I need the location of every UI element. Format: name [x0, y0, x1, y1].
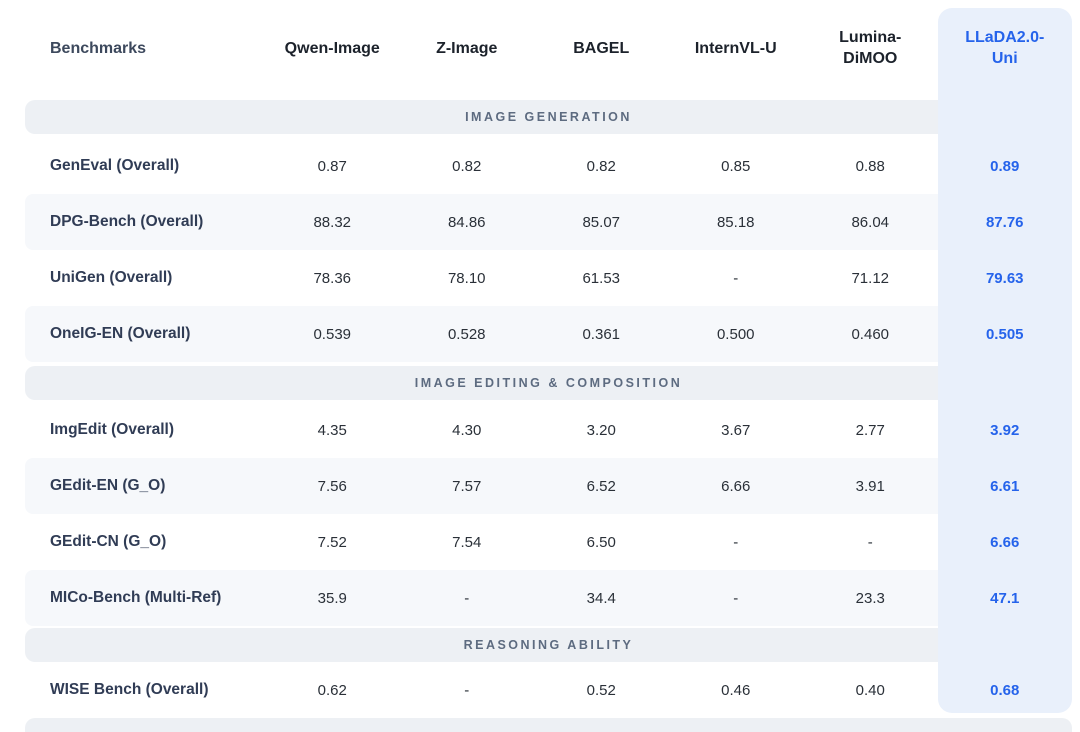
table-row-oneig-en: OneIG-EN (Overall) 0.539 0.528 0.361 0.5…: [25, 306, 1072, 362]
highlighted-metric-value: 0.89: [990, 157, 1020, 175]
metric-value: 4.30: [452, 421, 482, 439]
metric-value: 78.36: [313, 269, 352, 287]
metric-value: 23.3: [855, 589, 885, 607]
highlighted-metric-value: 0.505: [985, 325, 1024, 343]
metric-value: 0.40: [855, 681, 885, 699]
metric-value: 0.528: [447, 325, 486, 343]
highlighted-metric-value: 79.63: [985, 269, 1024, 287]
metric-value: 84.86: [447, 213, 486, 231]
benchmark-name: GenEval (Overall): [50, 157, 180, 174]
metric-value: 6.52: [586, 477, 616, 495]
benchmark-name: MICo-Bench (Multi-Ref): [50, 589, 222, 606]
metric-value: 6.50: [586, 533, 616, 551]
table-row-mico-bench: MICo-Bench (Multi-Ref) 35.9 - 34.4 - 23.…: [25, 570, 1072, 626]
column-header-label: Lumina-DiMOO: [839, 29, 902, 67]
highlighted-metric-value: 87.76: [985, 213, 1024, 231]
metric-value: 0.88: [855, 157, 885, 175]
benchmark-table: Benchmarks Qwen-Image Z-Image BAGEL Inte…: [25, 0, 1072, 732]
section-band-image-editing: IMAGE EDITING & COMPOSITION: [25, 366, 1072, 400]
table-row-wise-bench: WISE Bench (Overall) 0.62 - 0.52 0.46 0.…: [25, 662, 1072, 718]
column-header-qwen-image: Qwen-Image: [265, 39, 400, 60]
benchmark-name: ImgEdit (Overall): [50, 421, 175, 438]
column-header-lumina-dimoo: Lumina-DiMOO: [803, 28, 938, 70]
metric-value: 0.500: [716, 325, 755, 343]
section-band-reasoning: REASONING ABILITY: [25, 628, 1072, 662]
section-band-image-generation: IMAGE GENERATION: [25, 100, 1072, 134]
section-title: IMAGE EDITING & COMPOSITION: [414, 376, 683, 390]
metric-value: -: [733, 269, 739, 287]
column-header-label: Benchmarks: [50, 39, 147, 57]
column-header-bagel: BAGEL: [534, 39, 669, 60]
metric-value: 71.12: [851, 269, 890, 287]
metric-value: 78.10: [447, 269, 486, 287]
table-row-unigen: UniGen (Overall) 78.36 78.10 61.53 - 71.…: [25, 250, 1072, 306]
benchmark-name: OneIG-EN (Overall): [50, 325, 191, 342]
metric-value: -: [733, 589, 739, 607]
metric-value: 3.20: [586, 421, 616, 439]
column-header-benchmarks: Benchmarks: [25, 39, 265, 60]
benchmark-name: GEdit-CN (G_O): [50, 533, 167, 550]
metric-value: 0.82: [586, 157, 616, 175]
metric-value: 3.67: [721, 421, 751, 439]
benchmark-name: DPG-Bench (Overall): [50, 213, 204, 230]
metric-value: 0.460: [851, 325, 890, 343]
metric-value: 0.87: [317, 157, 347, 175]
metric-value: 6.66: [721, 477, 751, 495]
metric-value: 88.32: [313, 213, 352, 231]
metric-value: 0.85: [721, 157, 751, 175]
metric-value: 35.9: [317, 589, 347, 607]
benchmark-name: WISE Bench (Overall): [50, 681, 209, 698]
column-header-label: Z-Image: [436, 39, 498, 57]
highlight-column-background: [937, 8, 1072, 713]
highlighted-metric-value: 6.61: [990, 477, 1020, 495]
table-header-row: Benchmarks Qwen-Image Z-Image BAGEL Inte…: [25, 0, 1072, 94]
metric-value: -: [464, 589, 470, 607]
metric-value: 86.04: [851, 213, 890, 231]
table-row-gedit-en: GEdit-EN (G_O) 7.56 7.57 6.52 6.66 3.91 …: [25, 458, 1072, 514]
metric-value: 85.18: [716, 213, 755, 231]
table-row-imgedit: ImgEdit (Overall) 4.35 4.30 3.20 3.67 2.…: [25, 402, 1072, 458]
metric-value: 0.52: [586, 681, 616, 699]
metric-value: 7.57: [452, 477, 482, 495]
benchmark-name: GEdit-EN (G_O): [50, 477, 166, 494]
metric-value: 2.77: [855, 421, 885, 439]
highlighted-metric-value: 47.1: [990, 589, 1020, 607]
metric-value: 0.46: [721, 681, 751, 699]
metric-value: -: [464, 681, 470, 699]
metric-value: 61.53: [582, 269, 621, 287]
table-row-gedit-cn: GEdit-CN (G_O) 7.52 7.54 6.50 - - 6.66: [25, 514, 1072, 570]
highlighted-metric-value: 0.68: [990, 681, 1020, 699]
column-header-label: LLaDA2.0-Uni: [965, 29, 1045, 67]
column-header-label: Qwen-Image: [284, 39, 380, 57]
table-row-dpg-bench: DPG-Bench (Overall) 88.32 84.86 85.07 85…: [25, 194, 1072, 250]
metric-value: -: [867, 533, 873, 551]
metric-value: 7.56: [317, 477, 347, 495]
column-header-internvl-u: InternVL-U: [669, 39, 804, 60]
metric-value: 7.52: [317, 533, 347, 551]
column-header-z-image: Z-Image: [400, 39, 535, 60]
column-header-label: InternVL-U: [694, 39, 777, 57]
section-title: REASONING ABILITY: [463, 638, 634, 652]
metric-value: 85.07: [582, 213, 621, 231]
metric-value: 7.54: [452, 533, 482, 551]
metric-value: 4.35: [317, 421, 347, 439]
metric-value: -: [733, 533, 739, 551]
benchmark-name: UniGen (Overall): [50, 269, 173, 286]
bottom-strip: [25, 718, 1072, 732]
metric-value: 0.361: [582, 325, 621, 343]
metric-value: 0.82: [452, 157, 482, 175]
metric-value: 34.4: [586, 589, 616, 607]
section-title: IMAGE GENERATION: [465, 110, 632, 124]
highlighted-metric-value: 3.92: [990, 421, 1020, 439]
highlighted-metric-value: 6.66: [990, 533, 1020, 551]
column-header-label: BAGEL: [573, 39, 630, 57]
metric-value: 3.91: [855, 477, 885, 495]
metric-value: 0.539: [313, 325, 352, 343]
column-header-llada2-uni: LLaDA2.0-Uni: [938, 28, 1073, 70]
table-row-geneval: GenEval (Overall) 0.87 0.82 0.82 0.85 0.…: [25, 138, 1072, 194]
metric-value: 0.62: [317, 681, 347, 699]
